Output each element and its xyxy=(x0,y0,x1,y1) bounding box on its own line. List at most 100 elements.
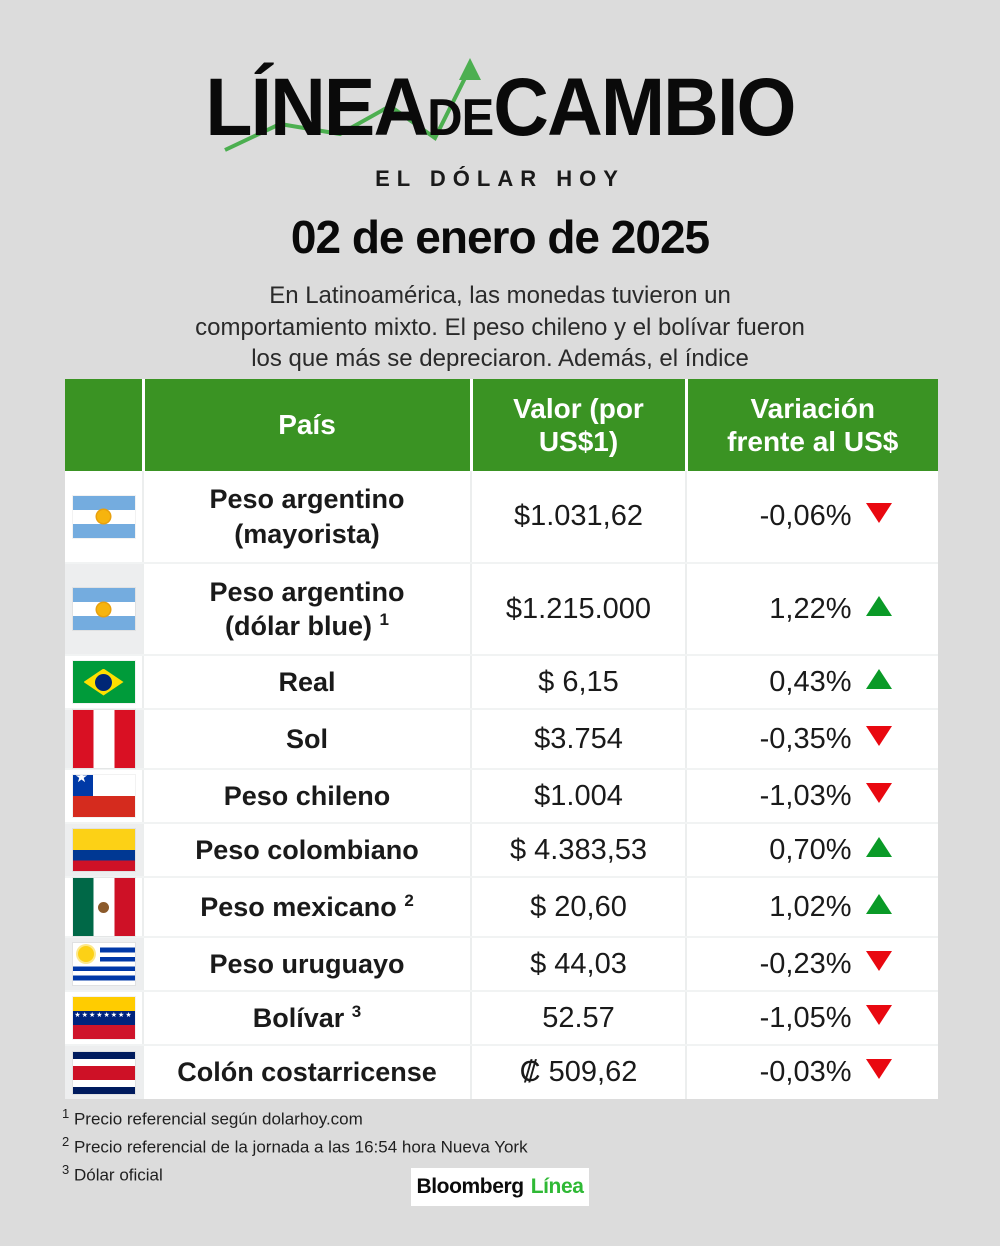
currency-value: $ 6,15 xyxy=(538,665,619,698)
arrow-down-icon xyxy=(865,782,892,803)
currency-name: Colón costarricense xyxy=(177,1057,437,1088)
column-header-flag xyxy=(65,379,145,471)
currency-value: $1.004 xyxy=(534,779,623,812)
costa-rica-flag xyxy=(72,1051,135,1094)
peru-flag xyxy=(72,710,135,768)
currency-value-cell: $1.031,62 xyxy=(471,471,687,564)
footnote-marker: 1 xyxy=(379,610,389,629)
currency-variation-cell: -1,03% xyxy=(686,769,938,824)
flag-cell xyxy=(65,471,144,564)
brazil-flag xyxy=(72,661,135,703)
footnote-item: 2 Precio referencial de la jornada a las… xyxy=(62,1132,528,1160)
currency-variation: -1,05% xyxy=(687,996,938,1041)
currency-variation: -0,06% xyxy=(687,494,938,539)
variation-percent: -0,03% xyxy=(759,1056,852,1088)
currency-variation-cell: -0,23% xyxy=(686,937,938,992)
arrow-down-icon xyxy=(865,503,892,523)
variation-percent: -0,35% xyxy=(759,722,852,755)
currency-variation-cell: -0,06% xyxy=(686,471,938,564)
currency-variation: 1,22% xyxy=(687,587,938,632)
currency-name: Peso colombiano xyxy=(195,834,419,865)
flag-cell xyxy=(65,823,144,878)
flag-cell xyxy=(65,655,144,710)
table-row: Colón costarricense ₡ 509,62 -0,03% xyxy=(65,1045,938,1099)
venezuela-flag: ★★★★★★★★ xyxy=(72,997,135,1039)
footnote-item: 1 Precio referencial según dolarhoy.com xyxy=(62,1104,528,1132)
arrow-down-icon xyxy=(865,725,892,746)
table-row: Peso argentino (mayorista) $1.031,62 -0,06% xyxy=(65,471,938,564)
flag-cell xyxy=(65,937,144,992)
footnote-text: Precio referencial de la jornada a las 1… xyxy=(73,1137,528,1157)
currency-variation-cell: 0,70% xyxy=(686,823,938,878)
brand-bloomberg: Bloomberg xyxy=(416,1175,524,1198)
currency-variation: -0,23% xyxy=(687,942,938,987)
currency-name-cell: Peso mexicano 2 xyxy=(143,877,472,938)
currency-table: País Valor (por US$1) Variación frente a… xyxy=(65,379,938,1099)
currency-name-cell: Peso argentino (dólar blue) 1 xyxy=(143,563,472,656)
variation-percent: 0,43% xyxy=(769,665,852,698)
currency-name-cell: Peso chileno xyxy=(143,769,472,824)
bloomberg-linea-logo: Bloomberg Línea xyxy=(411,1168,589,1206)
currency-variation: -1,03% xyxy=(687,774,938,819)
argentina-flag xyxy=(72,495,135,538)
currency-value-cell: $ 20,60 xyxy=(471,877,687,938)
currency-value-cell: $ 4.383,53 xyxy=(471,823,687,878)
currency-value: ₡ 509,62 xyxy=(519,1056,638,1088)
footnotes: 1 Precio referencial según dolarhoy.com 2… xyxy=(62,1104,528,1187)
currency-value-cell: 52.57 xyxy=(471,991,687,1046)
footnote-number: 1 xyxy=(62,1106,70,1121)
currency-value: $3.754 xyxy=(534,722,623,755)
currency-name: Peso uruguayo xyxy=(209,948,405,979)
table-header: País Valor (por US$1) Variación frente a… xyxy=(65,379,938,471)
variation-percent: -0,06% xyxy=(759,500,852,532)
logo-linea: LÍNEA xyxy=(205,62,429,153)
currency-name-cell: Peso uruguayo xyxy=(143,937,472,992)
footnote-marker: 3 xyxy=(351,1001,362,1021)
footnote-text: Precio referencial según dolarhoy.com xyxy=(73,1109,363,1129)
currency-variation-cell: 1,02% xyxy=(686,877,938,938)
arrow-down-icon xyxy=(865,1059,892,1079)
variation-percent: -1,05% xyxy=(759,1001,852,1034)
column-header-value-line2: US$1) xyxy=(538,426,619,457)
currency-variation: -0,35% xyxy=(687,717,938,762)
variation-percent: -1,03% xyxy=(759,779,852,812)
tagline: EL DÓLAR HOY xyxy=(375,166,625,191)
chile-flag: ★ xyxy=(72,775,135,817)
currency-value: $ 44,03 xyxy=(530,947,627,980)
footnote-number: 3 xyxy=(62,1161,70,1177)
infographic-header: LÍNEADECAMBIO EL DÓLAR HOY 02 de enero d… xyxy=(0,0,1000,407)
currency-value-cell: $3.754 xyxy=(471,709,687,770)
argentina-flag xyxy=(72,588,135,630)
arrow-up-icon xyxy=(865,893,892,914)
report-date: 02 de enero de 2025 xyxy=(290,211,710,263)
arrow-up-icon xyxy=(865,668,892,689)
currency-value-cell: $1.215.000 xyxy=(471,563,687,656)
currency-name: Peso mexicano 2 xyxy=(200,890,414,922)
footnote-text: Dólar oficial xyxy=(73,1165,163,1185)
currency-value-cell: ₡ 509,62 xyxy=(471,1045,687,1099)
currency-name: Sol xyxy=(285,723,328,754)
variation-percent: -0,23% xyxy=(759,947,852,980)
footnote-number: 2 xyxy=(62,1133,70,1149)
currency-name: Real xyxy=(278,666,336,697)
currency-variation: -0,03% xyxy=(687,1050,938,1095)
colombia-flag xyxy=(72,829,135,871)
currency-name: Peso argentino (dólar blue) 1 xyxy=(209,576,405,641)
currency-variation-cell: 1,22% xyxy=(686,563,938,656)
footnote-marker: 2 xyxy=(404,890,414,910)
flag-cell xyxy=(65,709,144,770)
column-header-value-line1: Valor (por xyxy=(513,392,644,424)
logo-cambio: CAMBIO xyxy=(493,62,796,153)
table-body: Peso argentino (mayorista) $1.031,62 -0,06%… xyxy=(65,471,938,1099)
table-row: Peso mexicano 2 $ 20,60 1,02% xyxy=(65,877,938,938)
uruguay-flag xyxy=(72,943,135,985)
flag-cell xyxy=(65,563,144,656)
currency-name-cell: Real xyxy=(143,655,472,710)
currency-value: $ 20,60 xyxy=(530,890,627,923)
currency-variation: 0,43% xyxy=(687,660,938,705)
currency-variation-cell: -1,05% xyxy=(686,991,938,1046)
brand-linea: Línea xyxy=(530,1175,584,1198)
table-row: Peso argentino (dólar blue) 1 $1.215.000 1,… xyxy=(65,563,938,656)
column-header-variation-line2: frente al US$ xyxy=(727,426,899,457)
column-header-country: País xyxy=(143,379,473,471)
